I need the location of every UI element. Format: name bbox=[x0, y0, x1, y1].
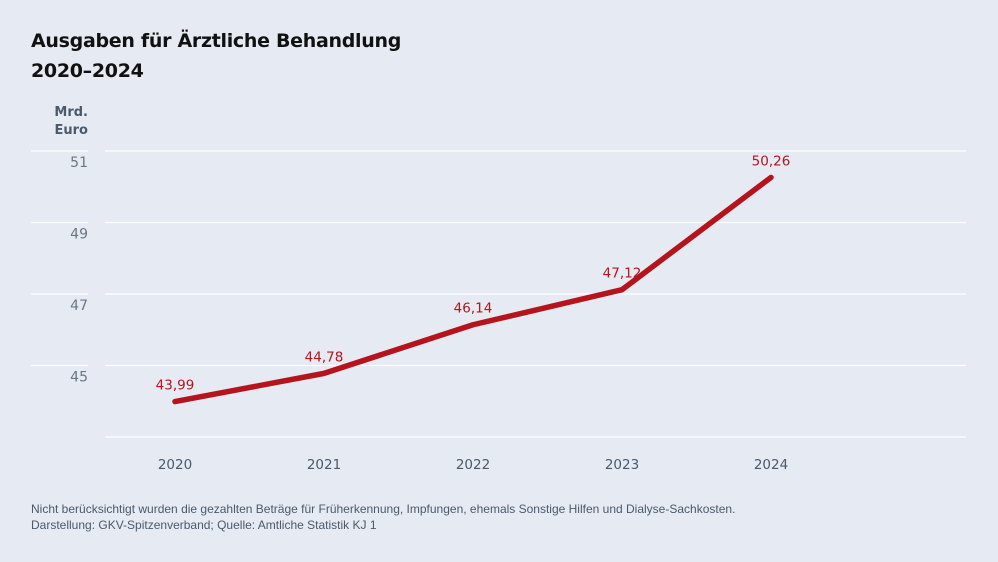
y-axis-label-line2: Euro bbox=[54, 123, 88, 138]
y-tick-label: 49 bbox=[70, 227, 88, 243]
y-axis-label-line1: Mrd. bbox=[54, 105, 88, 120]
data-label: 46,14 bbox=[454, 301, 493, 317]
x-tick-label: 2022 bbox=[456, 457, 490, 473]
y-tick-label: 51 bbox=[70, 155, 88, 171]
y-tick-label: 45 bbox=[70, 370, 88, 386]
x-tick-label: 2021 bbox=[307, 457, 341, 473]
data-label: 47,12 bbox=[603, 266, 642, 282]
x-tick-label: 2020 bbox=[158, 457, 192, 473]
source-note: Darstellung: GKV-Spitzenverband; Quelle:… bbox=[31, 518, 377, 532]
y-axis-label: Mrd. Euro bbox=[31, 104, 88, 140]
footnotes: Nicht berücksichtigt wurden die gezahlte… bbox=[31, 501, 735, 533]
y-tick-label: 47 bbox=[70, 298, 88, 314]
x-tick-label: 2024 bbox=[754, 457, 788, 473]
x-tick-label: 2023 bbox=[605, 457, 639, 473]
chart-title: Ausgaben für Ärztliche Behandlung 2020–2… bbox=[31, 26, 401, 86]
data-label: 50,26 bbox=[752, 153, 791, 169]
data-line bbox=[172, 174, 774, 405]
title-line1: Ausgaben für Ärztliche Behandlung bbox=[31, 30, 402, 52]
footnote: Nicht berücksichtigt wurden die gezahlte… bbox=[31, 502, 736, 516]
title-line2: 2020–2024 bbox=[31, 60, 144, 82]
data-label: 44,78 bbox=[305, 349, 344, 365]
data-label: 43,99 bbox=[156, 378, 195, 394]
